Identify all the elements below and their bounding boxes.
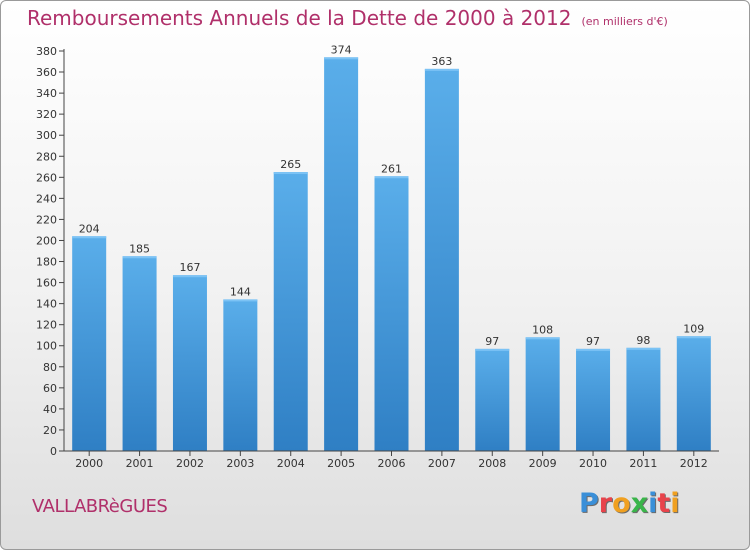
bar-2001 bbox=[122, 256, 157, 451]
bar-2005 bbox=[324, 57, 359, 451]
chart-title: Remboursements Annuels de la Dette de 20… bbox=[27, 6, 668, 30]
data-label: 261 bbox=[381, 162, 402, 175]
x-tick-label: 2004 bbox=[277, 457, 305, 470]
y-tick-label: 280 bbox=[36, 150, 57, 163]
y-tick-label: 380 bbox=[36, 45, 57, 58]
logo-letter: i bbox=[670, 488, 680, 519]
chart-subtitle: (en milliers d'€) bbox=[581, 15, 668, 28]
x-tick-label: 2011 bbox=[629, 457, 657, 470]
logo-letter: o bbox=[612, 488, 631, 519]
data-label: 98 bbox=[636, 334, 650, 347]
bar-top-highlight bbox=[475, 348, 510, 351]
bar-top-highlight bbox=[223, 299, 258, 302]
bar-top-highlight bbox=[273, 172, 308, 175]
x-axis: 2000 2001 2002 2003 2004 2005 2006 2007 2008 2009… bbox=[64, 450, 719, 470]
y-tick-label: 0 bbox=[50, 445, 57, 458]
logo-letter: P bbox=[579, 488, 599, 519]
y-tick-label: 100 bbox=[36, 340, 57, 353]
proxiti-logo: Proxiti bbox=[579, 488, 680, 519]
bar-2003 bbox=[223, 299, 258, 451]
bar-2006 bbox=[374, 176, 409, 451]
logo-letter: r bbox=[598, 488, 613, 519]
bar-top-highlight bbox=[172, 275, 207, 278]
x-tick-label: 2000 bbox=[75, 457, 103, 470]
bar-2000 bbox=[72, 236, 107, 451]
x-tick-label: 2009 bbox=[529, 457, 557, 470]
y-tick-label: 160 bbox=[36, 277, 57, 290]
bar-2009 bbox=[525, 337, 560, 451]
y-tick-label: 240 bbox=[36, 192, 57, 205]
x-tick-label: 2008 bbox=[478, 457, 506, 470]
x-tick-label: 2007 bbox=[428, 457, 456, 470]
y-tick-label: 220 bbox=[36, 213, 57, 226]
bar-top-highlight bbox=[122, 256, 157, 259]
chart-title-text: Remboursements Annuels de la Dette de 20… bbox=[27, 6, 572, 30]
bar-2012 bbox=[676, 336, 711, 451]
y-tick-label: 360 bbox=[36, 66, 57, 79]
bar-top-highlight bbox=[424, 68, 459, 71]
y-tick-label: 200 bbox=[36, 234, 57, 247]
bar-top-highlight bbox=[676, 336, 711, 339]
bar-top-highlight bbox=[525, 337, 560, 340]
data-label: 109 bbox=[683, 322, 704, 335]
data-label: 185 bbox=[129, 242, 150, 255]
x-tick-label: 2001 bbox=[126, 457, 154, 470]
data-label: 144 bbox=[230, 285, 251, 298]
bar-top-highlight bbox=[576, 348, 611, 351]
data-label: 363 bbox=[431, 55, 452, 68]
x-tick-label: 2010 bbox=[579, 457, 607, 470]
bar-top-highlight bbox=[374, 176, 409, 179]
x-tick-label: 2012 bbox=[680, 457, 708, 470]
data-label: 265 bbox=[280, 158, 301, 171]
bar-2008 bbox=[475, 348, 510, 451]
y-tick-label: 140 bbox=[36, 298, 57, 311]
data-label: 97 bbox=[586, 335, 600, 348]
y-tick-label: 260 bbox=[36, 171, 57, 184]
y-tick-label: 180 bbox=[36, 256, 57, 269]
logo-letter: x bbox=[630, 488, 649, 519]
bar-top-highlight bbox=[72, 236, 107, 239]
bar-2007 bbox=[424, 68, 459, 451]
bar-2002 bbox=[172, 275, 207, 451]
data-label: 97 bbox=[485, 335, 499, 348]
bar-top-highlight bbox=[626, 347, 661, 350]
data-label: 108 bbox=[532, 323, 553, 336]
x-tick-label: 2006 bbox=[378, 457, 406, 470]
y-tick-label: 300 bbox=[36, 129, 57, 142]
bar-top-highlight bbox=[324, 57, 359, 60]
x-tick-label: 2003 bbox=[226, 457, 254, 470]
x-tick-label: 2005 bbox=[327, 457, 355, 470]
bar-2011 bbox=[626, 347, 661, 451]
y-tick-label: 60 bbox=[43, 382, 57, 395]
bars: 204 185 167 144 265 374 261 363 97 108 97 98 109 bbox=[72, 43, 711, 452]
y-tick-label: 320 bbox=[36, 108, 57, 121]
y-tick-label: 120 bbox=[36, 319, 57, 332]
data-label: 204 bbox=[79, 222, 100, 235]
y-axis: 0 20 40 60 80 100 120 140 160 180 200 220 240 260 280 3… bbox=[36, 45, 65, 458]
data-label: 167 bbox=[179, 261, 200, 274]
x-tick-label: 2002 bbox=[176, 457, 204, 470]
y-tick-label: 20 bbox=[43, 424, 57, 437]
y-tick-label: 340 bbox=[36, 87, 57, 100]
y-tick-label: 80 bbox=[43, 361, 57, 374]
bar-2010 bbox=[576, 348, 611, 451]
logo-letter: i bbox=[648, 488, 658, 519]
commune-name: VALLABRèGUES bbox=[32, 496, 168, 517]
y-tick-label: 40 bbox=[43, 403, 57, 416]
data-label: 374 bbox=[331, 43, 352, 56]
logo-letter: t bbox=[657, 488, 671, 519]
bar-2004 bbox=[273, 172, 308, 452]
